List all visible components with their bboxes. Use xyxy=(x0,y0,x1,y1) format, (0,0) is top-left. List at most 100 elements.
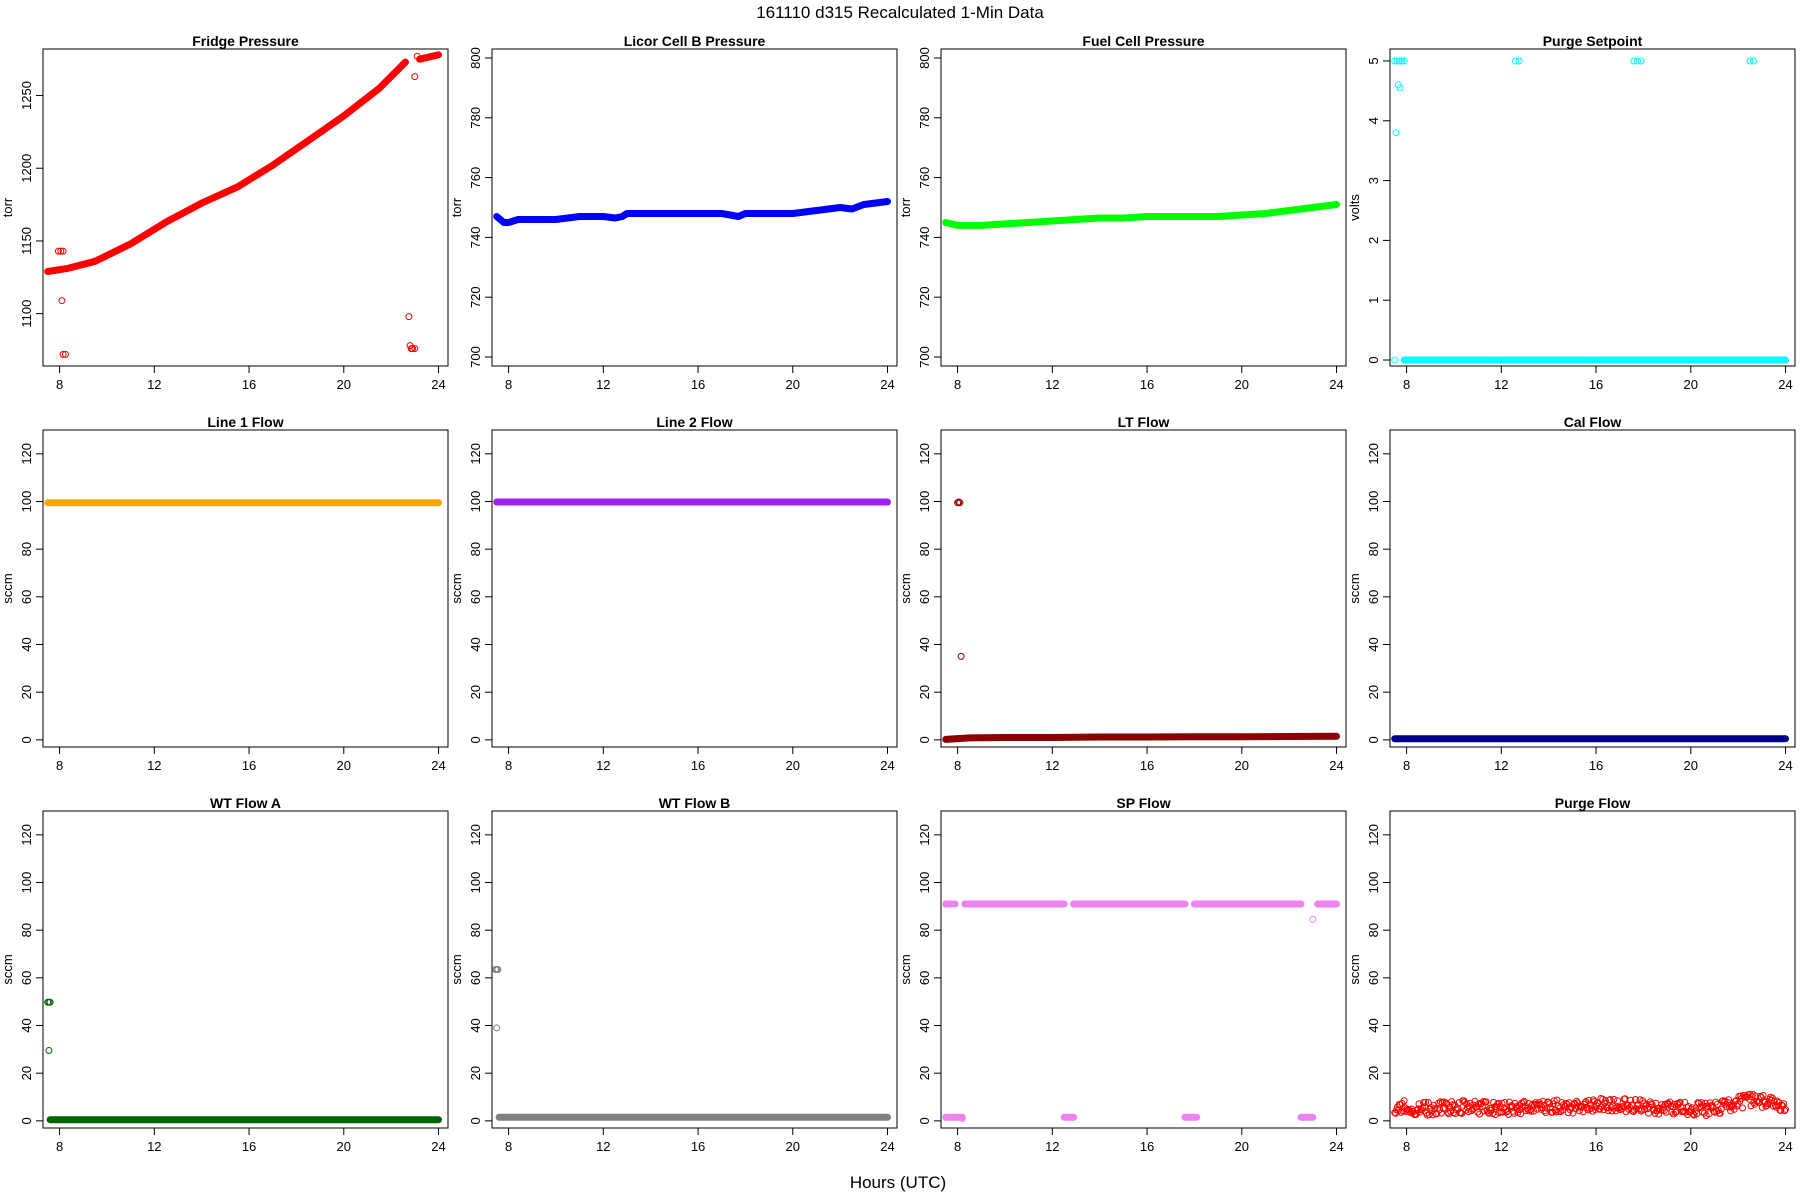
plot-frame xyxy=(42,48,449,367)
y-tick-label: 0 xyxy=(1366,1117,1381,1124)
data-series-band xyxy=(44,58,409,275)
y-tick-label: 100 xyxy=(1366,872,1381,894)
y-tick-label: 120 xyxy=(1366,443,1381,465)
data-point xyxy=(1482,1098,1490,1106)
y-tick-label: 1150 xyxy=(19,227,34,255)
x-tick-label: 8 xyxy=(1403,1139,1410,1154)
panel-title: Line 2 Flow xyxy=(656,414,732,430)
y-tick-label: 20 xyxy=(1366,685,1381,699)
x-tick-label: 12 xyxy=(1494,1139,1508,1154)
data-point xyxy=(955,498,963,506)
data-series-band xyxy=(942,201,1340,229)
panel-sp-flow: SP Flow sccm 8 12 16 20 24 0 20 40 60 80 100 120 xyxy=(898,795,1347,1154)
data-point xyxy=(405,313,413,321)
y-tick-label: 700 xyxy=(917,346,932,368)
x-tick-label: 12 xyxy=(1045,1139,1059,1154)
y-tick-label: 100 xyxy=(917,491,932,513)
data-point xyxy=(958,1115,966,1122)
y-tick-label: 20 xyxy=(917,685,932,699)
y-tick-label: 100 xyxy=(19,872,34,894)
plot-frame xyxy=(491,810,898,1129)
panel-title: Fuel Cell Pressure xyxy=(1082,33,1204,49)
data-point xyxy=(1781,1107,1789,1115)
y-axis-label: sccm xyxy=(0,954,15,984)
data-point xyxy=(1517,1110,1525,1118)
data-point xyxy=(1549,1100,1557,1108)
data-point xyxy=(1397,1108,1405,1116)
y-tick-label: 4 xyxy=(1366,117,1381,124)
x-tick-label: 12 xyxy=(1045,758,1059,773)
y-tick-label: 80 xyxy=(468,923,483,937)
x-tick-label: 24 xyxy=(431,1139,445,1154)
data-point xyxy=(494,966,502,973)
y-tick-label: 720 xyxy=(468,286,483,308)
y-tick-label: 80 xyxy=(19,542,34,556)
y-tick-label: 100 xyxy=(19,491,34,513)
y-tick-label: 80 xyxy=(19,923,34,937)
data-point xyxy=(411,73,419,81)
y-tick-label: 100 xyxy=(468,872,483,894)
y-tick-label: 780 xyxy=(468,107,483,129)
data-point xyxy=(1750,57,1758,65)
x-tick-label: 8 xyxy=(954,1139,961,1154)
y-tick-label: 40 xyxy=(19,1018,34,1032)
x-tick-label: 8 xyxy=(954,377,961,392)
y-tick-label: 1200 xyxy=(19,154,34,183)
data-points xyxy=(44,998,442,1124)
y-tick-label: 2 xyxy=(1366,237,1381,244)
x-tick-label: 24 xyxy=(431,377,445,392)
x-tick-label: 12 xyxy=(596,758,610,773)
data-points xyxy=(942,498,1340,743)
data-point xyxy=(54,247,62,255)
x-tick-label: 20 xyxy=(337,1139,351,1154)
data-point xyxy=(1782,1105,1789,1113)
y-tick-label: 5 xyxy=(1366,57,1381,64)
panel-fuel-cell-pressure: Fuel Cell Pressure torr 8 12 16 20 24 700 720 740… xyxy=(898,33,1347,392)
panel-purge-flow: Purge Flow sccm 8 12 16 20 24 0 20 40 60 80 100 120 xyxy=(1347,795,1796,1154)
y-tick-label: 120 xyxy=(468,443,483,465)
data-point xyxy=(59,350,67,358)
x-tick-label: 20 xyxy=(1235,758,1249,773)
y-tick-label: 40 xyxy=(917,1018,932,1032)
data-point xyxy=(45,1047,53,1054)
y-tick-label: 80 xyxy=(468,542,483,556)
panel-title: Fridge Pressure xyxy=(192,33,299,49)
data-point xyxy=(957,652,965,660)
data-point xyxy=(1591,1106,1599,1114)
data-point xyxy=(1474,1108,1482,1116)
y-tick-label: 80 xyxy=(917,542,932,556)
plot-frame xyxy=(1389,48,1796,367)
x-tick-label: 20 xyxy=(337,758,351,773)
panel-title: Line 1 Flow xyxy=(207,414,283,430)
x-tick-label: 8 xyxy=(954,758,961,773)
y-tick-label: 700 xyxy=(468,346,483,368)
data-point xyxy=(1777,1107,1785,1114)
x-tick-label: 16 xyxy=(1589,377,1603,392)
plot-frame xyxy=(940,429,1347,748)
x-tick-label: 24 xyxy=(431,758,445,773)
data-point xyxy=(1512,57,1519,65)
y-tick-label: 100 xyxy=(1366,491,1381,513)
data-point xyxy=(954,499,962,507)
y-axis-label: sccm xyxy=(449,954,464,984)
y-tick-label: 20 xyxy=(19,685,34,699)
y-tick-label: 40 xyxy=(19,637,34,651)
x-tick-label: 8 xyxy=(505,758,512,773)
panel-title: WT Flow A xyxy=(210,795,281,811)
data-point xyxy=(1712,1098,1720,1106)
x-tick-label: 20 xyxy=(786,1139,800,1154)
data-point xyxy=(1478,1099,1485,1107)
data-point xyxy=(1672,1109,1679,1116)
data-point xyxy=(1562,1100,1570,1107)
y-tick-label: 60 xyxy=(917,971,932,985)
data-point xyxy=(1476,1110,1484,1118)
data-point xyxy=(1557,1108,1565,1115)
data-points xyxy=(493,198,891,226)
y-axis-label: sccm xyxy=(0,573,15,603)
panel-lt-flow: LT Flow sccm 8 12 16 20 24 0 20 40 60 80 100 120 xyxy=(898,414,1347,773)
x-tick-label: 12 xyxy=(1494,758,1508,773)
y-tick-label: 0 xyxy=(468,736,483,743)
y-tick-label: 60 xyxy=(468,971,483,985)
panel-title: SP Flow xyxy=(1116,795,1170,811)
